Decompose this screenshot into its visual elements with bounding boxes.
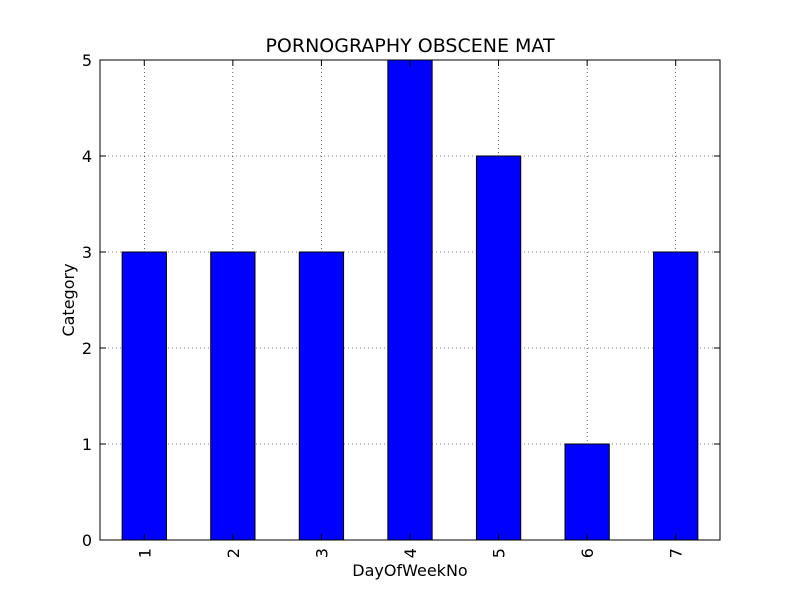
bars	[121, 59, 699, 541]
x-tick-label: 1	[135, 548, 154, 558]
bar-1	[121, 251, 167, 541]
x-tick-label: 4	[401, 548, 420, 558]
bar-6	[564, 443, 610, 541]
x-tick-label: 6	[578, 548, 597, 558]
x-tick-label: 2	[224, 548, 243, 558]
x-tick-label: 7	[667, 548, 686, 558]
y-axis-label: Category	[59, 263, 78, 336]
y-tick-label: 0	[82, 531, 92, 550]
x-axis-label: DayOfWeekNo	[352, 561, 467, 580]
y-tick-label: 5	[82, 51, 92, 70]
bar-5	[475, 155, 522, 541]
x-tick-label: 5	[490, 548, 509, 558]
y-tick-label: 4	[82, 147, 92, 166]
bar-2	[210, 251, 256, 541]
y-tick-label: 1	[82, 435, 92, 454]
bar-4	[387, 59, 433, 541]
ticks: 0 1 2 3 4 5 1 2 3 4 5 6 7	[82, 51, 720, 558]
x-tick-label: 3	[312, 548, 331, 558]
chart-title: PORNOGRAPHY OBSCENE MAT	[265, 35, 554, 57]
y-tick-label: 2	[82, 339, 92, 358]
y-tick-label: 3	[82, 243, 92, 262]
bar-3	[298, 251, 345, 541]
bar-7	[653, 251, 699, 541]
